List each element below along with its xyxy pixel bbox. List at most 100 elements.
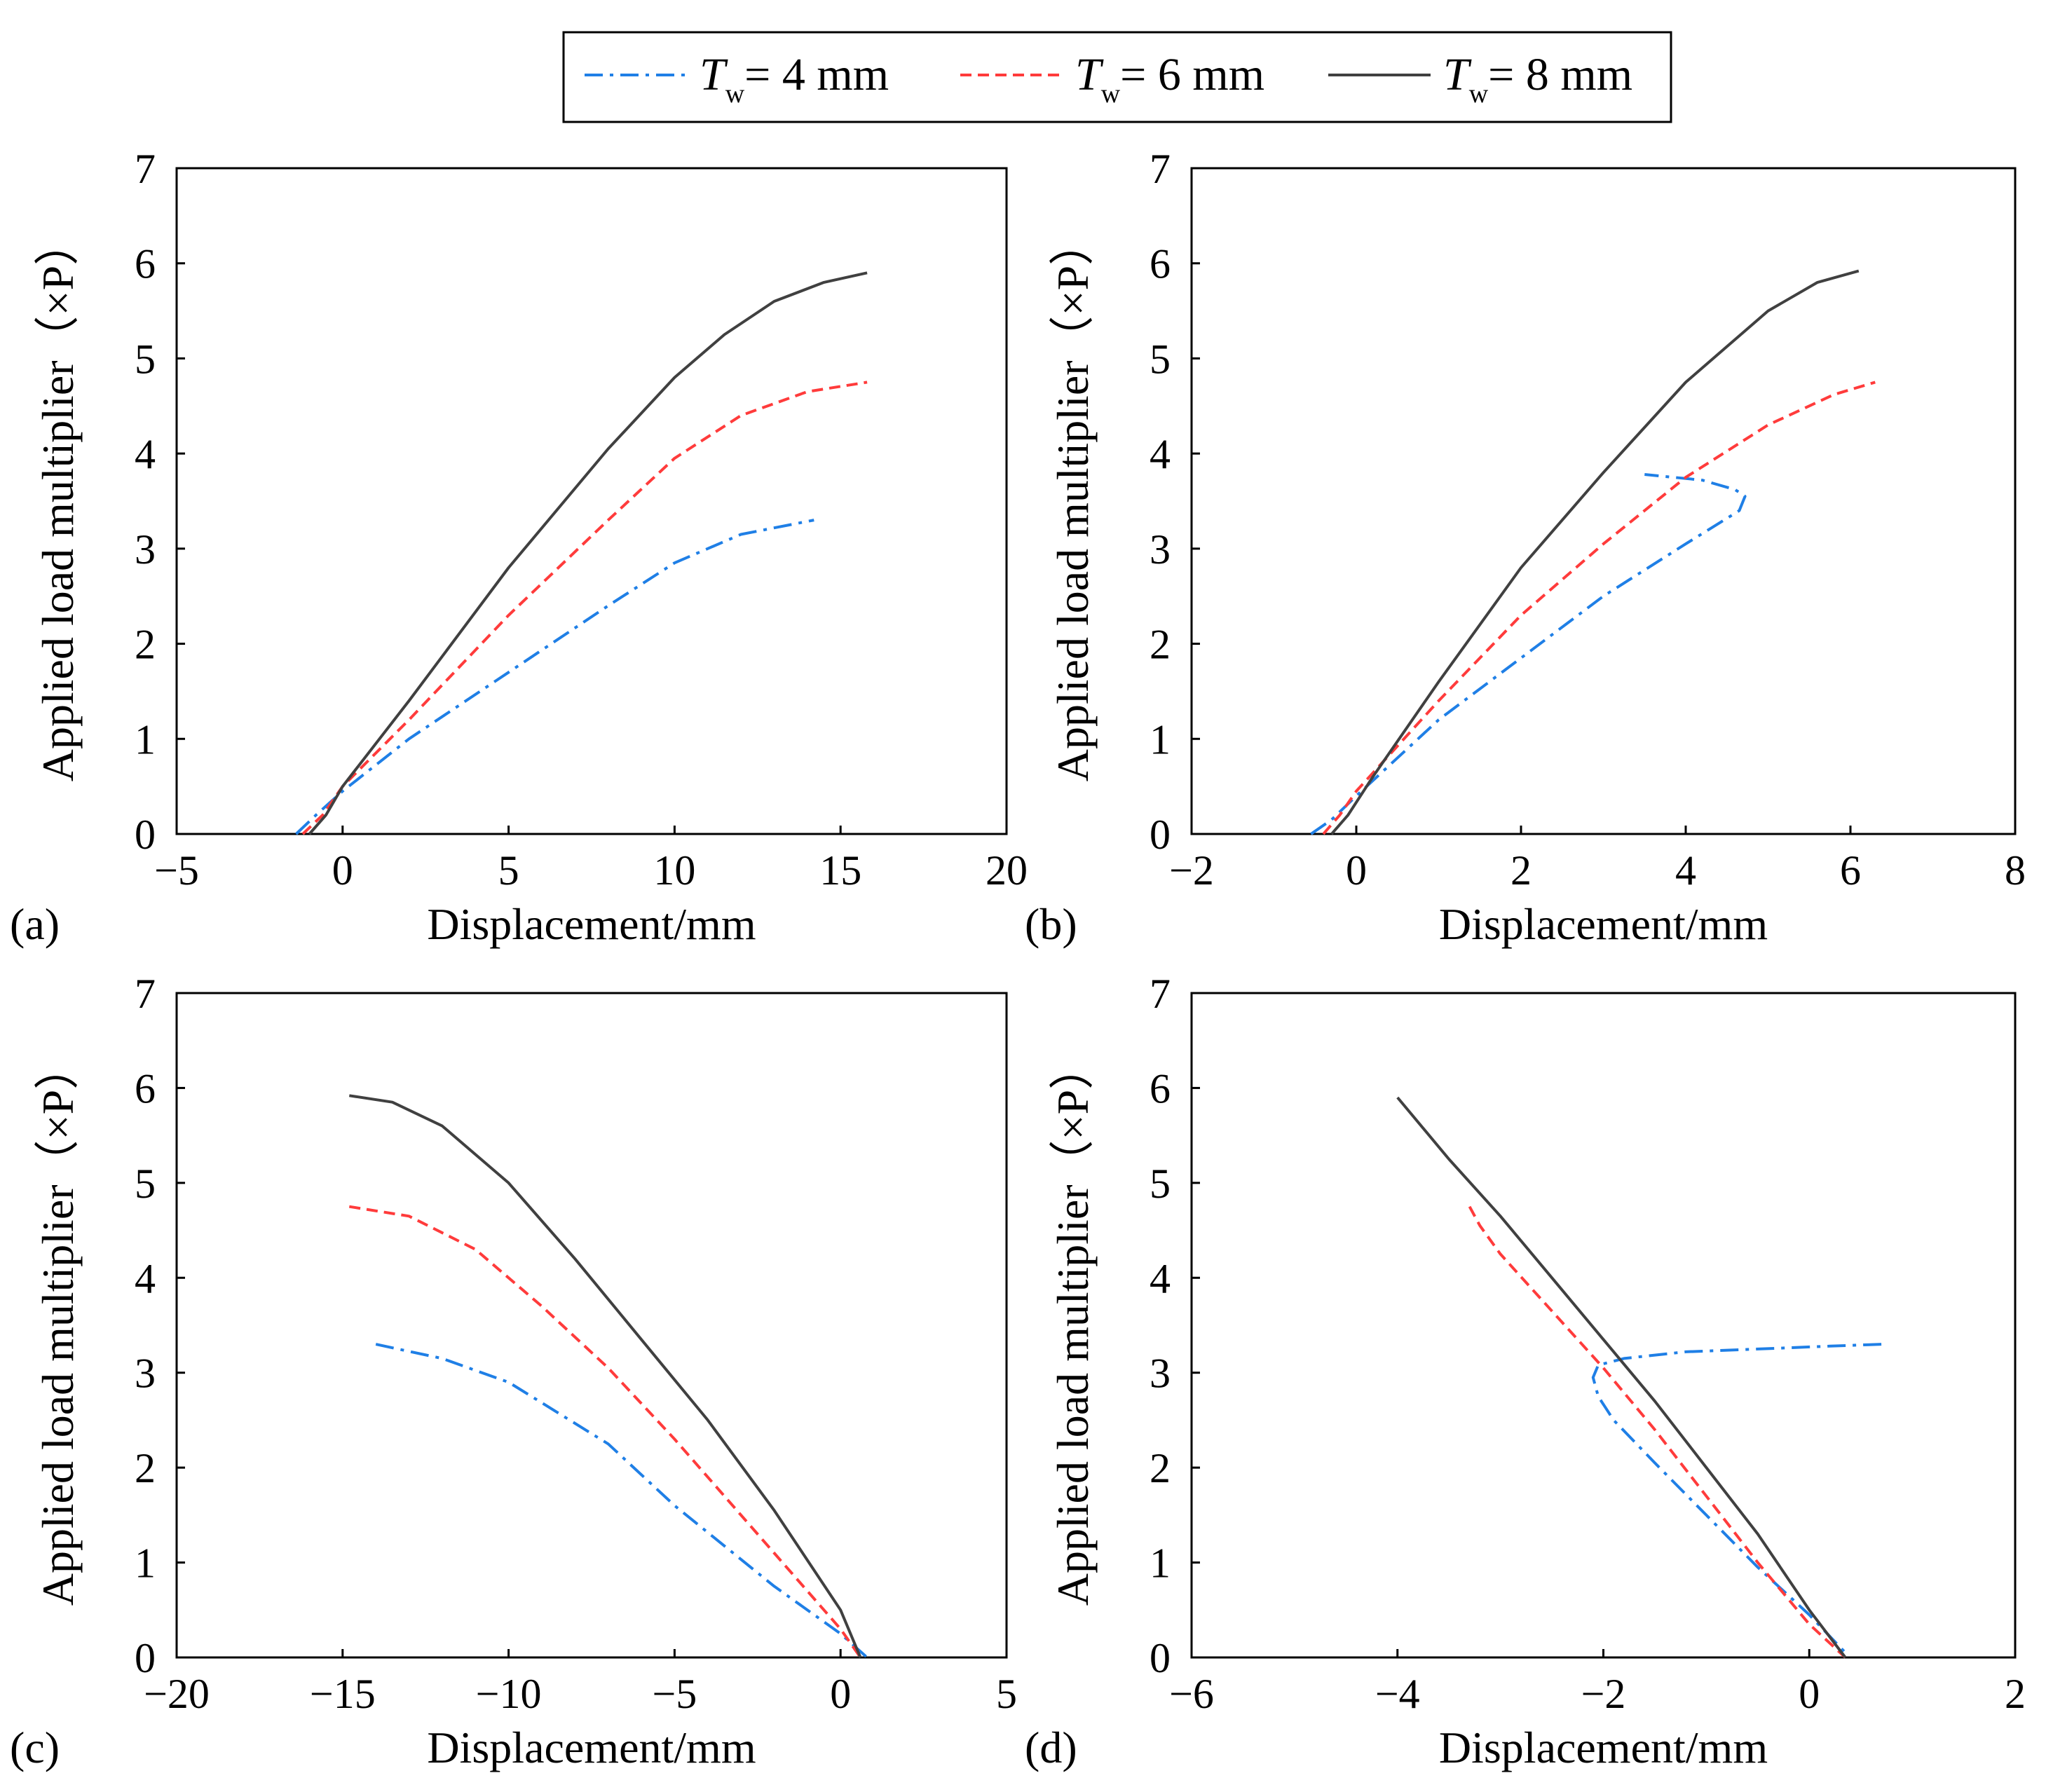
x-axis-label: Displacement/mm (427, 1723, 756, 1772)
legend-entry-tw6: Tw= 6 mm (960, 49, 1264, 109)
y-tick-label: 4 (135, 431, 156, 477)
x-tick-label: −15 (310, 1671, 376, 1717)
x-tick-label: 0 (830, 1671, 851, 1717)
x-tick-label: 5 (498, 847, 519, 894)
x-tick-label: 2 (1510, 847, 1532, 894)
y-tick-label: 0 (135, 1635, 156, 1681)
series-line-tw4 (375, 1343, 868, 1659)
y-tick-label: 2 (1150, 622, 1171, 668)
y-axis-label: Applied load multiplier（×P） (33, 221, 83, 781)
y-tick-label: 4 (135, 1255, 156, 1301)
y-tick-label: 0 (135, 812, 156, 858)
y-tick-label: 3 (135, 526, 156, 573)
plot-frame-b (1190, 167, 2017, 835)
x-tick-label: 4 (1675, 847, 1696, 894)
series-line-tw4 (295, 519, 814, 835)
x-tick-label: 8 (2005, 847, 2026, 894)
legend-label-tw4: Tw= 4 mm (700, 49, 889, 109)
y-tick-label: 2 (1150, 1445, 1171, 1491)
legend-rest-tw8: = 8 mm (1488, 49, 1632, 100)
series-line-tw8 (1330, 269, 1860, 835)
y-tick-label: 7 (135, 146, 156, 192)
y-tick-label: 0 (1150, 1635, 1171, 1681)
y-tick-label: 5 (1150, 1161, 1171, 1207)
y-tick-label: 4 (1150, 431, 1171, 477)
y-tick-label: 1 (1150, 716, 1171, 762)
plot-frame-c (175, 992, 1008, 1659)
panel-label: (b) (1025, 899, 1077, 949)
chart-panel-a: −5 0 5 10 15 2001234567Displacement/mmApplied… (10, 146, 1028, 949)
legend-entry-tw4: Tw= 4 mm (585, 49, 889, 109)
y-axis-label: Applied load multiplier（×P） (33, 1045, 83, 1606)
series-line-tw6 (301, 381, 868, 835)
panel-label: (d) (1025, 1723, 1077, 1772)
x-tick-label: −2 (1581, 1671, 1626, 1717)
x-axis-label: Displacement/mm (1439, 899, 1768, 949)
y-tick-label: 5 (1150, 336, 1171, 382)
y-tick-label: 7 (135, 971, 156, 1017)
legend-sub-tw4: w (725, 79, 745, 109)
series-line-tw6 (1322, 381, 1876, 835)
legend-rest-tw6: = 6 mm (1120, 49, 1264, 100)
y-tick-label: 6 (1150, 241, 1171, 287)
chart-panel-d: −6 −4 −2 0 2 0 1 2 3 4 5 6 7 Displacement/mm Applied l… (1025, 971, 2026, 1772)
plot-frame-a (175, 167, 1008, 835)
legend-symbol-tw4: T (700, 49, 728, 100)
y-tick-label: 7 (1150, 146, 1171, 192)
x-tick-label: −4 (1375, 1671, 1420, 1717)
legend-symbol-tw6: T (1075, 49, 1104, 100)
y-tick-label: 4 (1150, 1255, 1171, 1301)
y-tick-label: 1 (1150, 1540, 1171, 1587)
x-tick-label: 5 (996, 1671, 1017, 1717)
y-axis-label: Applied load multiplier（×P） (1048, 221, 1098, 781)
legend-sub-tw6: w (1101, 79, 1121, 109)
series-line-tw8 (308, 271, 868, 835)
x-tick-label: 0 (1799, 1671, 1820, 1717)
legend-entry-tw8: Tw= 8 mm (1328, 49, 1632, 109)
y-tick-label: 3 (1150, 526, 1171, 573)
y-axis-label: Applied load multiplier（×P） (1048, 1045, 1098, 1606)
panel-label: (c) (10, 1723, 60, 1772)
x-tick-label: −6 (1169, 1671, 1214, 1717)
x-tick-label: −20 (144, 1671, 210, 1717)
panel-label: (a) (10, 899, 60, 949)
x-tick-label: 2 (2005, 1671, 2026, 1717)
x-tick-label: 15 (819, 847, 861, 894)
x-tick-label: 6 (1840, 847, 1861, 894)
x-tick-label: −5 (652, 1671, 697, 1717)
x-axis-label: Displacement/mm (427, 899, 756, 949)
x-tick-label: −5 (154, 847, 199, 894)
series-line-tw4 (1591, 1343, 1882, 1654)
legend-symbol-tw8: T (1443, 49, 1472, 100)
y-tick-label: 6 (135, 241, 156, 287)
series-line-tw8 (348, 1094, 862, 1658)
x-tick-label: 0 (332, 847, 353, 894)
y-tick-label: 2 (135, 1445, 156, 1491)
legend: Tw= 4 mm Tw= 6 mm Tw= 8 mm (562, 31, 1672, 123)
x-tick-label: 20 (986, 847, 1028, 894)
x-tick-label: −2 (1169, 847, 1214, 894)
series-line-tw4 (1310, 473, 1747, 835)
plot-frame-d (1190, 992, 2017, 1659)
chart-panel-c: −20 −15 −10 −5 0 5 0 1 2 3 4 5 6 7 Displacement/mm Appl… (10, 971, 1017, 1772)
legend-label-tw6: Tw= 6 mm (1075, 49, 1264, 109)
series-line-tw6 (1468, 1205, 1847, 1659)
legend-sub-tw8: w (1469, 79, 1489, 109)
y-tick-label: 5 (135, 1161, 156, 1207)
y-tick-label: 3 (1150, 1350, 1171, 1397)
x-tick-label: 0 (1346, 847, 1367, 894)
series-line-tw6 (348, 1205, 862, 1659)
y-tick-label: 1 (135, 716, 156, 762)
y-tick-label: 5 (135, 336, 156, 382)
legend-rest-tw4: = 4 mm (744, 49, 889, 100)
y-tick-label: 6 (135, 1065, 156, 1112)
legend-frame (562, 31, 1672, 123)
y-tick-label: 7 (1150, 971, 1171, 1017)
y-tick-label: 2 (135, 622, 156, 668)
series-line-tw8 (1396, 1096, 1847, 1659)
y-tick-label: 3 (135, 1350, 156, 1397)
legend-label-tw8: Tw= 8 mm (1443, 49, 1632, 109)
y-tick-label: 6 (1150, 1065, 1171, 1112)
panels: −5 0 5 10 15 2001234567Displacement/mmApplied… (10, 146, 2026, 1772)
